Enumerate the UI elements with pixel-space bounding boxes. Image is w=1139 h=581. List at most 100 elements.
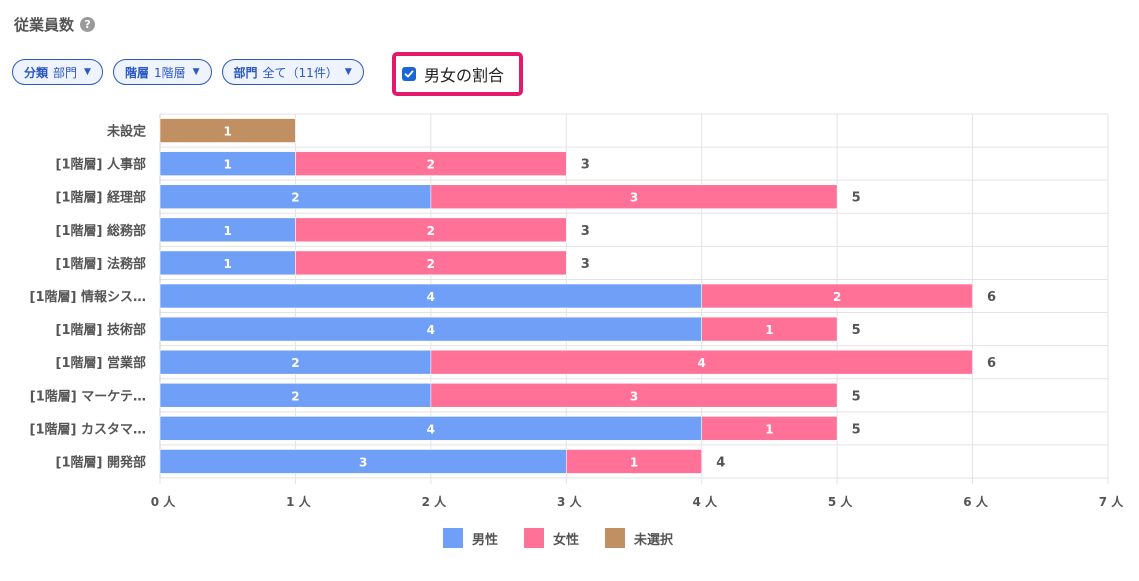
bar-value-label: 2	[291, 356, 299, 370]
bar-total-label: 5	[852, 191, 861, 206]
legend-swatch-unselected	[605, 528, 626, 548]
gender-ratio-label: 男女の割合	[424, 66, 505, 85]
bar-total-label: 3	[581, 257, 590, 272]
bar-total-label: 5	[852, 323, 861, 338]
legend-item-unselected[interactable]: 未選択	[605, 528, 673, 548]
bar-value-label: 1	[224, 257, 232, 271]
bar-segment[interactable]	[159, 184, 432, 210]
bar-segment[interactable]	[701, 416, 838, 441]
bar-value-label: 2	[833, 290, 841, 304]
x-tick-label: 2 人	[422, 494, 448, 509]
chevron-down-icon: ▼	[84, 67, 91, 77]
y-tick-label: [1階層] カスタマ…	[30, 421, 146, 437]
legend-item-female[interactable]: 女性	[524, 528, 579, 548]
x-tick-label: 0 人	[151, 494, 177, 509]
bar-segment[interactable]	[159, 416, 703, 441]
bar-total-label: 6	[987, 356, 996, 371]
x-tick-label: 5 人	[828, 494, 854, 509]
bar-value-label: 4	[427, 323, 435, 337]
filter-category-dropdown[interactable]: 分類 部門 ▼	[12, 59, 103, 85]
bar-segment[interactable]	[295, 217, 567, 243]
bar-value-label: 2	[427, 158, 435, 172]
legend-label-unselected: 未選択	[634, 532, 674, 548]
bar-segment[interactable]	[565, 449, 703, 474]
bar-value-label: 2	[427, 224, 435, 238]
bar-segment[interactable]	[430, 349, 973, 375]
y-tick-label: [1階層] 技術部	[56, 322, 146, 338]
x-tick-label: 3 人	[557, 494, 583, 509]
bar-segment[interactable]	[159, 449, 567, 474]
gender-ratio-checkbox[interactable]	[402, 67, 416, 81]
bar-value-label: 1	[765, 422, 773, 436]
bar-value-label: 1	[224, 125, 232, 139]
question-circle-icon[interactable]: ?	[80, 17, 96, 32]
chart-header: 従業員数 ?	[14, 14, 96, 35]
checkmark-icon	[404, 70, 414, 78]
y-tick-label: [1階層] 情報シス…	[30, 289, 146, 305]
bar-value-label: 1	[224, 224, 232, 238]
bar-value-label: 3	[630, 389, 638, 403]
bar-value-label: 4	[427, 422, 435, 436]
bar-segment[interactable]	[159, 283, 703, 309]
filter-bar: 分類 部門 ▼ 階層 1階層 ▼ 部門 全て（11件） ▼	[12, 59, 364, 85]
bar-value-label: 1	[224, 158, 232, 172]
filter-level-dropdown[interactable]: 階層 1階層 ▼	[112, 59, 212, 85]
y-tick-label: [1階層] 営業部	[56, 355, 146, 371]
gender-ratio-toggle[interactable]: 男女の割合	[392, 52, 523, 96]
y-tick-label: 未設定	[106, 124, 146, 140]
filter-category-key: 分類	[24, 65, 49, 80]
x-tick-label: 7 人	[1099, 494, 1125, 509]
y-tick-label: [1階層] 法務部	[56, 256, 146, 272]
bar-total-label: 3	[581, 158, 590, 173]
bar-value-label: 3	[359, 455, 367, 469]
x-tick-label: 6 人	[963, 494, 989, 509]
bar-segment[interactable]	[159, 250, 296, 276]
bar-segment[interactable]	[701, 316, 838, 342]
bar-total-label: 6	[987, 290, 996, 305]
bar-total-label: 5	[852, 389, 861, 404]
bar-total-label: 3	[581, 224, 590, 239]
bar-segment[interactable]	[430, 382, 838, 408]
legend-label-male: 男性	[472, 532, 499, 548]
bar-segment[interactable]	[159, 382, 432, 408]
filter-level-key: 階層	[124, 65, 149, 80]
filter-department-dropdown[interactable]: 部門 全て（11件） ▼	[221, 59, 364, 85]
bar-value-label: 4	[427, 290, 435, 304]
bar-segment[interactable]	[295, 250, 567, 276]
legend-item-male[interactable]: 男性	[443, 528, 498, 548]
filter-level-value: 1階層	[153, 65, 186, 80]
bar-segment[interactable]	[430, 184, 838, 210]
y-tick-label: [1階層] 開発部	[56, 454, 146, 470]
y-tick-label: [1階層] 人事部	[56, 157, 146, 173]
bar-value-label: 2	[427, 257, 435, 271]
legend-label-female: 女性	[553, 532, 580, 548]
bar-total-label: 4	[716, 455, 725, 470]
page-title: 従業員数	[14, 16, 75, 34]
filter-department-value: 全て（11件）	[262, 65, 338, 80]
legend-swatch-male	[443, 528, 463, 548]
chart-legend: 男性 女性 未選択	[443, 528, 673, 548]
bar-value-label: 1	[765, 323, 773, 337]
chevron-down-icon: ▼	[192, 67, 200, 77]
filter-category-value: 部門	[53, 65, 78, 80]
bar-value-label: 4	[698, 356, 706, 370]
y-tick-label: [1階層] マーケテ…	[30, 388, 146, 404]
y-tick-label: [1階層] 総務部	[56, 223, 146, 239]
bar-segment[interactable]	[701, 283, 973, 309]
bar-total-label: 5	[852, 422, 861, 437]
bar-value-label: 3	[630, 191, 638, 205]
x-tick-label: 1 人	[286, 494, 312, 509]
chevron-down-icon: ▼	[344, 67, 352, 77]
bar-segment[interactable]	[159, 217, 296, 243]
bar-value-label: 2	[291, 389, 299, 403]
bar-value-label: 1	[630, 455, 638, 469]
x-tick-label: 4 人	[692, 494, 718, 509]
legend-swatch-female	[524, 528, 545, 548]
bar-segment[interactable]	[159, 118, 296, 143]
bar-segment[interactable]	[295, 151, 567, 176]
bar-value-label: 2	[291, 191, 299, 205]
bar-segment[interactable]	[159, 316, 703, 342]
bar-segment[interactable]	[159, 349, 432, 375]
bar-segment[interactable]	[159, 151, 296, 176]
